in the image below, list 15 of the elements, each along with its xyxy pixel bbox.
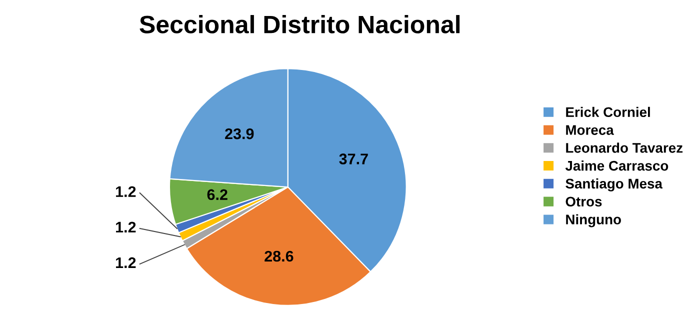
data-label: 37.7: [339, 154, 368, 164]
legend-label: Santiago Mesa: [566, 178, 663, 192]
legend-label: Jaime Carrasco: [565, 160, 668, 171]
data-label: 1.2: [116, 257, 136, 268]
data-label: 28.6: [264, 250, 294, 262]
data-label: 1.2: [116, 186, 136, 197]
legend-label: Otros: [566, 196, 602, 207]
legend-label: Leonardo Tavarez: [566, 142, 683, 153]
legend-label: Erick Corniel: [566, 106, 650, 118]
chart-title: Seccional Distrito Nacional: [140, 15, 460, 34]
data-label: 23.9: [225, 128, 254, 140]
data-label: 1.2: [116, 222, 136, 232]
data-label: 6.2: [207, 189, 228, 200]
legend-label: Moreca: [566, 125, 614, 135]
legend-label: Ninguno: [566, 214, 621, 228]
